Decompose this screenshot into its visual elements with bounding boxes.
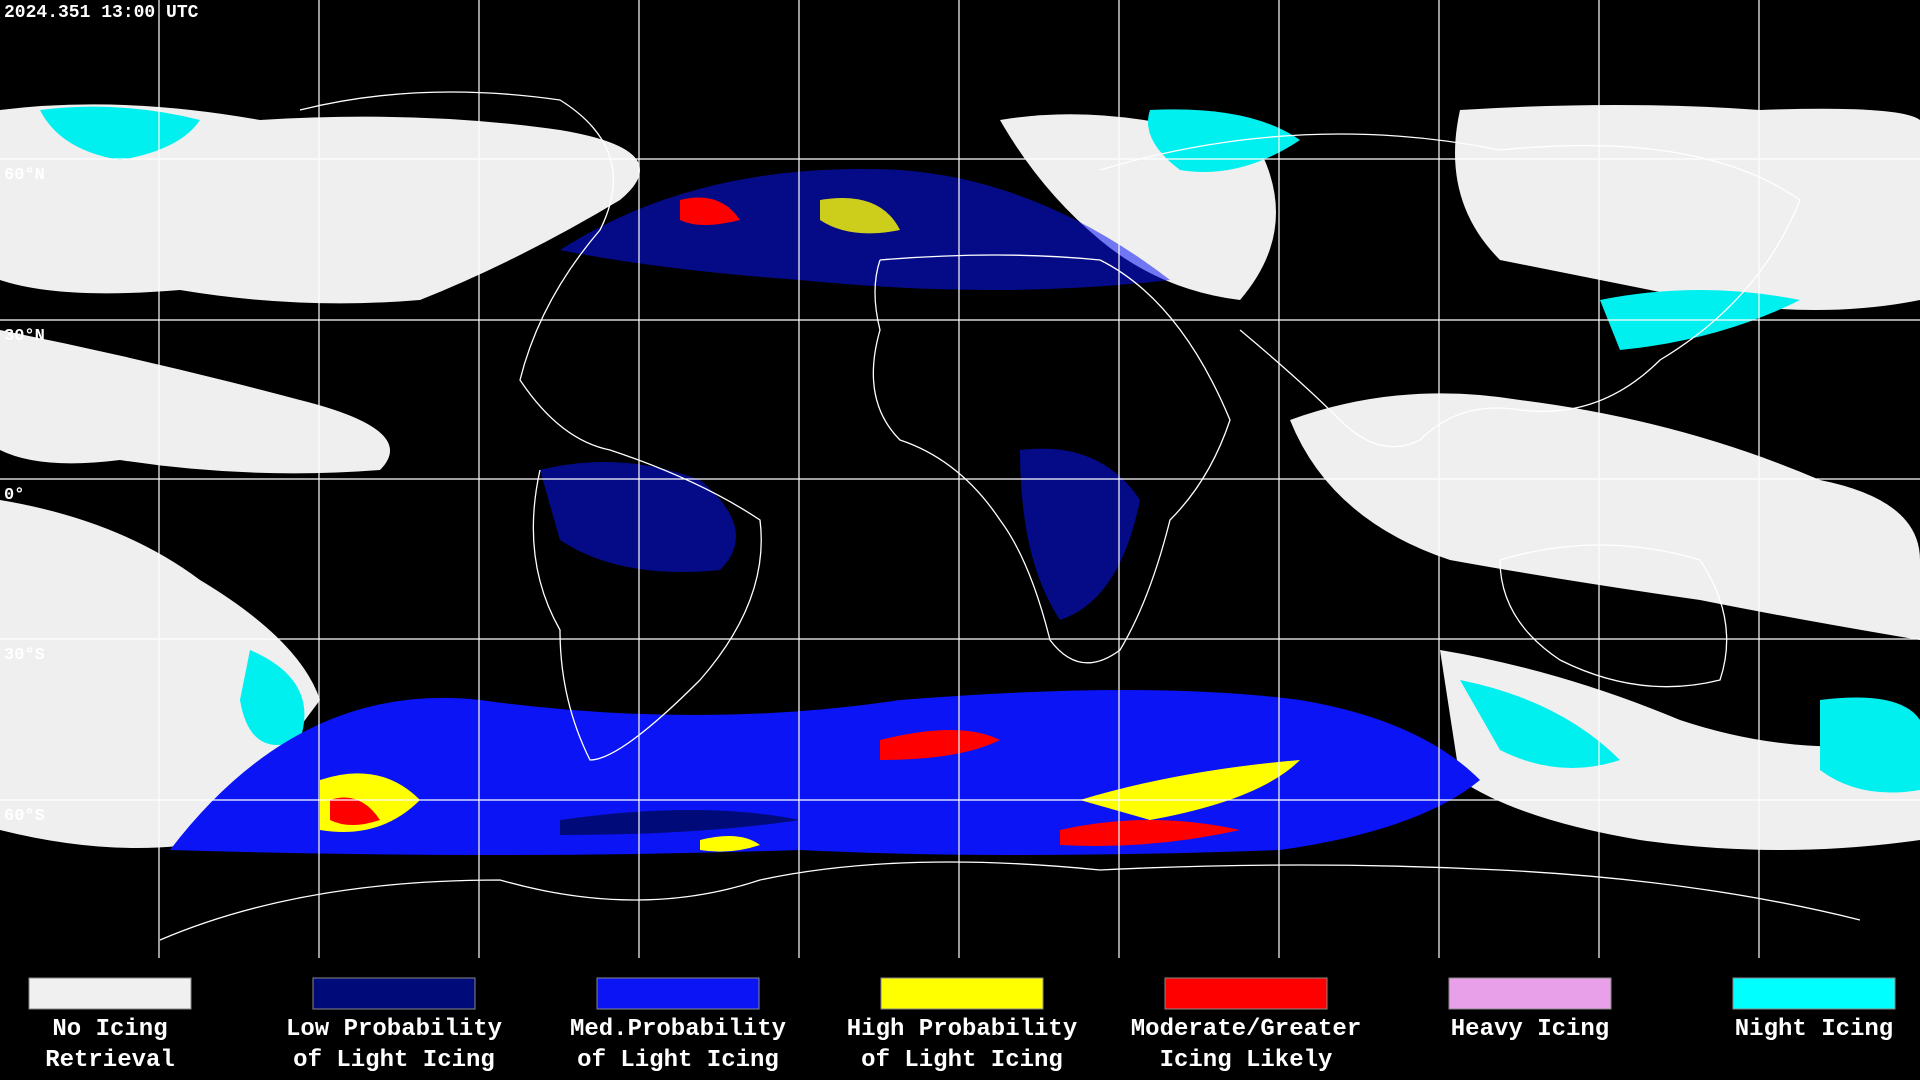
graticule xyxy=(0,0,1920,958)
legend-swatch xyxy=(880,977,1044,1010)
legend-label: No Icing xyxy=(52,1016,167,1043)
latitude-label: 60°S xyxy=(4,807,45,826)
legend-label: Night Icing xyxy=(1735,1016,1893,1043)
latitude-label: 30°N xyxy=(4,327,45,346)
legend-label: Icing Likely xyxy=(1160,1047,1333,1074)
night-icing-areas xyxy=(40,106,1920,793)
legend-label: of Light Icing xyxy=(861,1047,1063,1074)
legend-label: Med.Probability xyxy=(570,1016,786,1043)
northern-icing-band xyxy=(540,169,1170,620)
legend-swatch xyxy=(1164,977,1328,1010)
legend-swatch xyxy=(28,977,192,1010)
legend-label: Heavy Icing xyxy=(1451,1016,1609,1043)
map xyxy=(0,0,1920,958)
legend: No Icing Retrieval Low Probability of Light… xyxy=(28,977,1896,1074)
latitude-label: 30°S xyxy=(4,646,45,665)
legend-swatch xyxy=(312,977,476,1010)
legend-label: Low Probability xyxy=(286,1016,502,1043)
legend-label: Retrieval xyxy=(45,1047,175,1074)
legend-label: of Light Icing xyxy=(577,1047,779,1074)
timestamp: 2024.351 13:00 UTC xyxy=(4,3,199,23)
legend-swatch xyxy=(1732,977,1896,1010)
legend-label: of Light Icing xyxy=(293,1047,495,1074)
legend-swatch xyxy=(596,977,760,1010)
latitude-label: 60°N xyxy=(4,166,45,185)
latitude-label: 0° xyxy=(4,486,24,505)
legend-label: Moderate/Greater xyxy=(1131,1016,1361,1043)
latitude-labels: 60°N 30°N 0° 30°S 60°S xyxy=(4,166,45,826)
southern-icing-band xyxy=(170,690,1480,855)
legend-swatch xyxy=(1448,977,1612,1010)
legend-label: High Probability xyxy=(847,1016,1077,1043)
coastlines xyxy=(159,91,1861,941)
